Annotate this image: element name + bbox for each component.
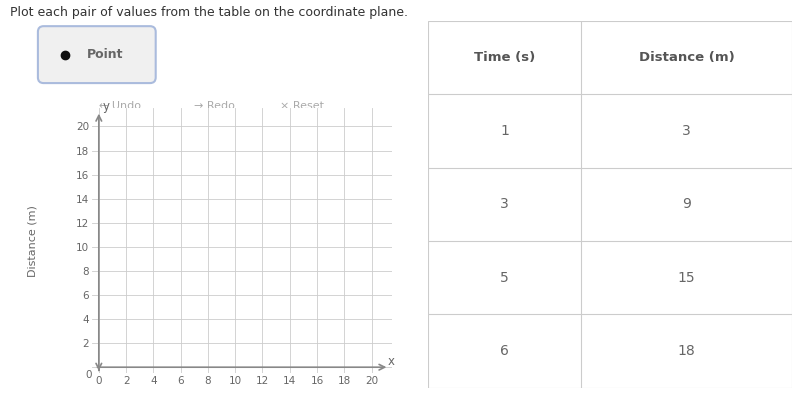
Y-axis label: Distance (m): Distance (m)	[27, 205, 37, 277]
Text: ← Undo: ← Undo	[98, 101, 141, 111]
Text: 5: 5	[500, 271, 509, 285]
Text: y: y	[103, 100, 110, 113]
Text: 0: 0	[86, 369, 92, 379]
Text: 15: 15	[678, 271, 695, 285]
Text: 9: 9	[682, 197, 691, 211]
Text: Plot each pair of values from the table on the coordinate plane.: Plot each pair of values from the table …	[10, 6, 408, 19]
Text: 1: 1	[500, 124, 509, 138]
FancyBboxPatch shape	[38, 26, 156, 83]
Text: Point: Point	[87, 48, 124, 61]
Text: 18: 18	[678, 344, 695, 358]
Text: x: x	[388, 355, 395, 368]
Text: 3: 3	[500, 197, 509, 211]
Text: → Redo: → Redo	[194, 101, 235, 111]
Text: 6: 6	[500, 344, 509, 358]
Text: Time (s): Time (s)	[474, 51, 535, 64]
Text: × Reset: × Reset	[280, 101, 324, 111]
Text: 3: 3	[682, 124, 691, 138]
Text: Distance (m): Distance (m)	[638, 51, 734, 64]
